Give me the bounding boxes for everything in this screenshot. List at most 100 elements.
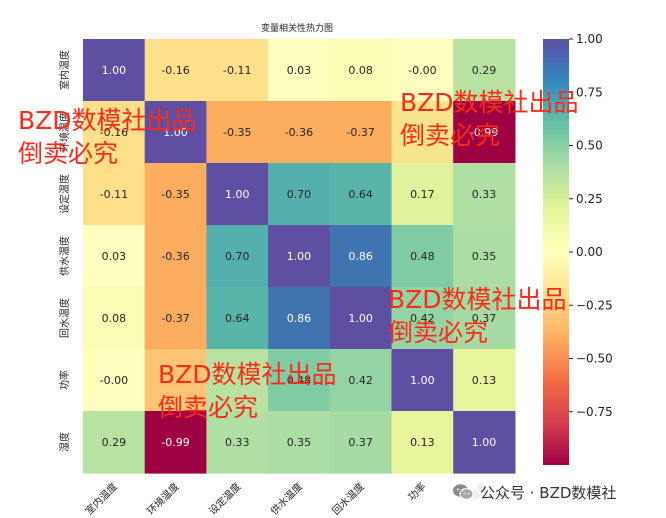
heatmap-cell [268, 349, 331, 412]
heatmap-cell-label: 1.00 [163, 126, 188, 139]
heatmap-cell [329, 39, 393, 102]
heatmap-cell [453, 411, 516, 474]
heatmap-cell [453, 39, 516, 102]
heatmap-cell-label: 0.48 [410, 250, 435, 263]
heatmap-cell [453, 225, 516, 288]
heatmap-cell [453, 349, 516, 412]
heatmap-cell-label: 0.08 [102, 312, 127, 325]
heatmap-cell [83, 225, 146, 288]
heatmap-cell [144, 287, 207, 350]
heatmap-cell-label: 0.13 [410, 436, 435, 449]
heatmap-cell [268, 163, 331, 226]
heatmap-cells [83, 39, 516, 474]
heatmap-cell-label: -0.11 [223, 64, 251, 77]
y-tick-label: 室内温度 [58, 50, 71, 90]
x-tick-label: 功率 [405, 480, 428, 503]
heatmap-cell-label: -0.36 [285, 126, 313, 139]
heatmap-cell-label: 0.70 [225, 250, 250, 263]
heatmap-cell [391, 225, 454, 288]
heatmap-cell-label: -0.99 [161, 436, 189, 449]
heatmap-cell-label: 0.17 [410, 188, 435, 201]
x-tick-label: 设定温度 [206, 480, 243, 517]
heatmap-cell [453, 101, 516, 164]
heatmap-cell-label: 0.70 [287, 188, 312, 201]
heatmap-cell [268, 287, 331, 350]
heatmap-cell-label: 0.37 [472, 312, 497, 325]
heatmap-cell-label: -0.99 [470, 126, 498, 139]
heatmap-cell [391, 287, 454, 350]
heatmap-cell [83, 411, 146, 474]
heatmap-cell-label: 0.86 [348, 250, 373, 263]
heatmap-cell-label: 1.00 [102, 64, 127, 77]
heatmap-cell-label: -0.37 [161, 312, 189, 325]
heatmap-cell-label: 0.35 [287, 436, 312, 449]
heatmap-cell-label: 0.64 [348, 188, 373, 201]
heatmap-cell-label: 0.33 [472, 188, 497, 201]
heatmap-cell [83, 101, 146, 164]
heatmap-cell [206, 225, 269, 288]
colorbar-gradient [543, 39, 569, 465]
colorbar-tick-label: 0.50 [576, 139, 603, 153]
colorbar-tick-label: 0.75 [576, 85, 603, 99]
heatmap-cell [391, 411, 454, 474]
watermark-1: BZD数模社出品 倒卖必究 [18, 106, 197, 168]
heatmap-cell [329, 349, 393, 412]
heatmap-cell-label: -0.16 [100, 126, 128, 139]
heatmap-cell [206, 411, 269, 474]
heatmap-cell-label: 0.29 [102, 436, 127, 449]
heatmap-cell-label: -0.35 [161, 188, 189, 201]
footer-text: 公众号 · BZD数模社 [480, 483, 617, 502]
heatmap-cell-label: 0.33 [225, 436, 250, 449]
watermark-4: BZD数模社出品 倒卖必究 [158, 360, 337, 422]
heatmap-cell-label: 0.37 [348, 436, 373, 449]
heatmap-cell [391, 349, 454, 412]
heatmap-cell [206, 163, 269, 226]
heatmap-cell-label: -0.00 [408, 64, 436, 77]
watermark-3: BZD数模社出品 倒卖必究 [388, 285, 567, 347]
heatmap-cell [206, 349, 269, 412]
colorbar-tick-label: 0.25 [576, 192, 603, 206]
heatmap-cell-label: 1.00 [472, 436, 497, 449]
y-tick-label: 供水温度 [58, 236, 71, 276]
wechat-icon [453, 484, 474, 500]
y-tick-label: 功率 [58, 370, 71, 390]
heatmap-cell-label: 0.42 [348, 374, 373, 387]
heatmap-cell-label: 1.00 [225, 188, 250, 201]
heatmap-cell [83, 39, 146, 102]
heatmap-cell-labels: 1.00 -0.16 -0.11 0.03 0.08 -0.00 0.29 -0.16 1.00… [100, 64, 499, 449]
heatmap-cell [144, 349, 207, 412]
heatmap-cell [144, 411, 207, 474]
heatmap-cell [206, 39, 269, 102]
x-tick-label: 供水温度 [268, 480, 305, 517]
heatmap-cell [391, 163, 454, 226]
heatmap-cell-label: -0.37 [346, 126, 374, 139]
heatmap-cell [83, 287, 146, 350]
heatmap-cell [268, 101, 331, 164]
colorbar: 1.00 0.75 0.50 0.25 0.00 −0.25 −0.50 −0.75 [543, 32, 613, 465]
heatmap-cell [144, 39, 207, 102]
heatmap-cell-label: 0.64 [225, 312, 250, 325]
heatmap-cell-label: 0.13 [472, 374, 497, 387]
colorbar-tick-label: −0.75 [576, 405, 613, 419]
heatmap-cell [329, 287, 393, 350]
colorbar-tick-label: 1.00 [576, 32, 603, 46]
heatmap-cell-label: 0.03 [287, 64, 312, 77]
heatmap-cell-label: 1.00 [287, 250, 312, 263]
footer-credit: 公众号 · BZD数模社 [452, 480, 617, 504]
heatmap-cell-label: 1.00 [410, 374, 435, 387]
heatmap-cell [144, 163, 207, 226]
heatmap-cell [391, 39, 454, 102]
heatmap-cell-label: 0.29 [472, 64, 497, 77]
heatmap-cell [329, 411, 393, 474]
heatmap-cell-label: -0.11 [100, 188, 128, 201]
x-tick-label: 室内温度 [82, 480, 119, 517]
heatmap-cell [83, 163, 146, 226]
heatmap-cell [329, 225, 393, 288]
heatmap-cell [206, 287, 269, 350]
x-tick-label: 环境温度 [144, 480, 181, 517]
heatmap-cell [83, 349, 146, 412]
heatmap-cell [391, 101, 454, 164]
heatmap-cell [329, 163, 393, 226]
